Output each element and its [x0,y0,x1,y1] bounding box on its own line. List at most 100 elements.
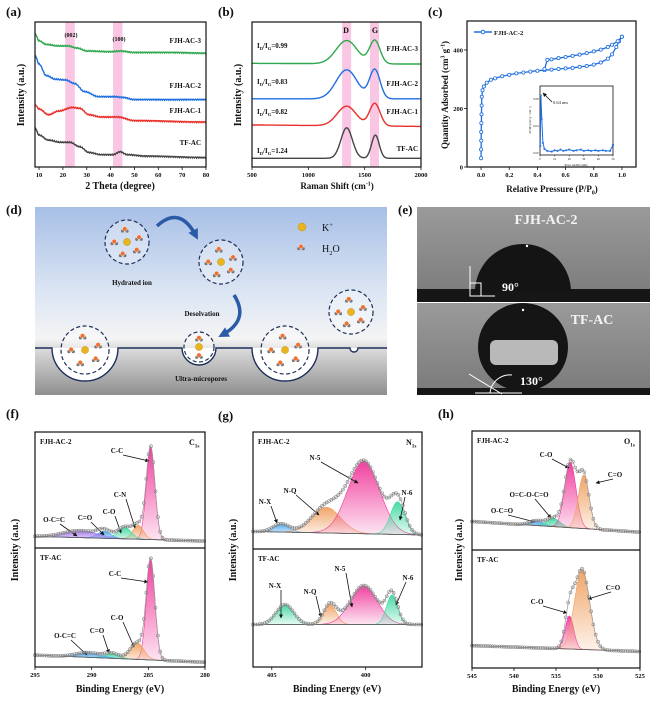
psd-point [559,148,562,151]
raw-data-point [56,532,61,536]
raw-data-point [410,622,414,627]
adsorption-point [563,66,568,71]
x-axis-tick-label: 30 [84,172,91,179]
y-axis-label: Intensity (a.u.) [10,519,21,582]
desorption-point [605,45,610,50]
inset-x-tick-label: 40 [597,157,601,161]
psd-point [550,150,553,153]
raw-data-point [541,646,545,650]
component-label: C-N [114,491,126,499]
id-ig-ratio-label-part: G [268,46,272,51]
panel-label: (b) [218,4,234,19]
raw-data-point [561,629,566,634]
raw-data-point [474,643,479,648]
psd-point [556,149,559,153]
raw-data-point [54,653,58,658]
raw-data-point [509,645,513,649]
raw-data-point [377,600,382,605]
raw-data-point [130,644,135,648]
psd-point [587,149,590,152]
k-ion-legend-label: K+ [322,222,333,234]
raw-data-point [68,653,72,657]
oxygen-atom [344,320,350,326]
raw-data-point [474,519,479,524]
component-arrow [122,621,135,648]
raw-data-point [294,614,299,619]
raw-data-point [352,592,357,596]
raw-data-point [417,532,421,537]
raw-data-point [373,475,377,480]
raw-data-point [486,520,490,525]
psd-point [604,149,607,153]
peak-annotation: (002) [65,32,78,39]
raw-data-point [368,465,373,470]
component-arrow [395,581,407,606]
raw-data-point [290,525,295,530]
adsorption-point [479,129,484,134]
id-ig-ratio-label-part: D [260,82,264,87]
component-arrow [315,595,323,618]
x-axis-label: Binding Energy (eV) [293,684,381,695]
raw-data-point [179,538,183,543]
desorption-point [545,57,550,62]
raw-data-point [146,564,151,569]
id-ig-ratio-label-part: 0.99 [275,42,288,50]
raw-data-point [570,585,575,590]
raw-data-point [42,653,47,658]
adsorption-point [479,138,484,143]
raw-data-point [373,594,377,599]
x-axis-tick-label: 0.2 [505,172,513,179]
raw-data-point [357,460,361,465]
component-label: N-X [269,582,281,590]
raw-data-point [278,521,283,526]
raw-data-point [370,591,375,596]
component-label: C=O [606,584,621,592]
raw-data-point [172,659,176,663]
desorption-point [542,66,547,71]
x-axis-tick-label: 525 [635,673,646,680]
component-label: O-C=C [43,516,65,524]
oxygen-atom [111,238,117,244]
x-axis-label: Raman Shift (cm-1) [300,181,373,191]
raw-data-point [350,595,354,600]
desorption-point [556,56,561,61]
y-axis-label-part: -1 [440,44,446,49]
component-arrow [595,478,614,485]
raw-data-point [398,497,403,502]
raw-data-point [100,526,104,531]
raw-data-point [285,603,290,608]
panel-label: (h) [438,406,454,421]
core-level-label-part: O [624,437,630,446]
x-axis-tick-label: 50 [131,172,138,179]
x-axis-tick-label: 280 [200,672,210,679]
component-label: N-5 [310,454,321,462]
id-ig-ratio-label-part: G [268,82,272,87]
raw-data-point [534,518,538,523]
raw-data-point [200,539,204,543]
raw-data-point [77,528,81,533]
y-axis-label: Intensity (a.u.) [233,64,244,127]
adsorption-point [535,68,540,73]
raw-data-point [495,644,500,649]
raw-data-point [304,621,308,626]
raw-data-point [91,529,95,533]
oxygen-atom [68,347,74,353]
raw-data-point [65,653,70,658]
raw-data-point [586,492,591,497]
raw-data-point [149,444,153,449]
inset-annotation-arrow [542,92,553,103]
raw-data-point [70,652,74,657]
raw-data-point [79,651,84,655]
raw-data-point [276,522,281,527]
raw-data-point [541,518,545,523]
raw-data-point [511,645,516,649]
raw-data-point [566,600,571,605]
raw-data-point [548,646,552,651]
raw-data-point [554,646,559,650]
adsorption-point [514,71,519,76]
raw-data-point [144,590,149,595]
band-label-g: G [372,26,378,35]
raw-data-point [504,644,509,649]
raw-data-point [384,496,389,500]
y-axis-label: Quantity Adsorbed (cm3 g-1) [440,41,450,149]
